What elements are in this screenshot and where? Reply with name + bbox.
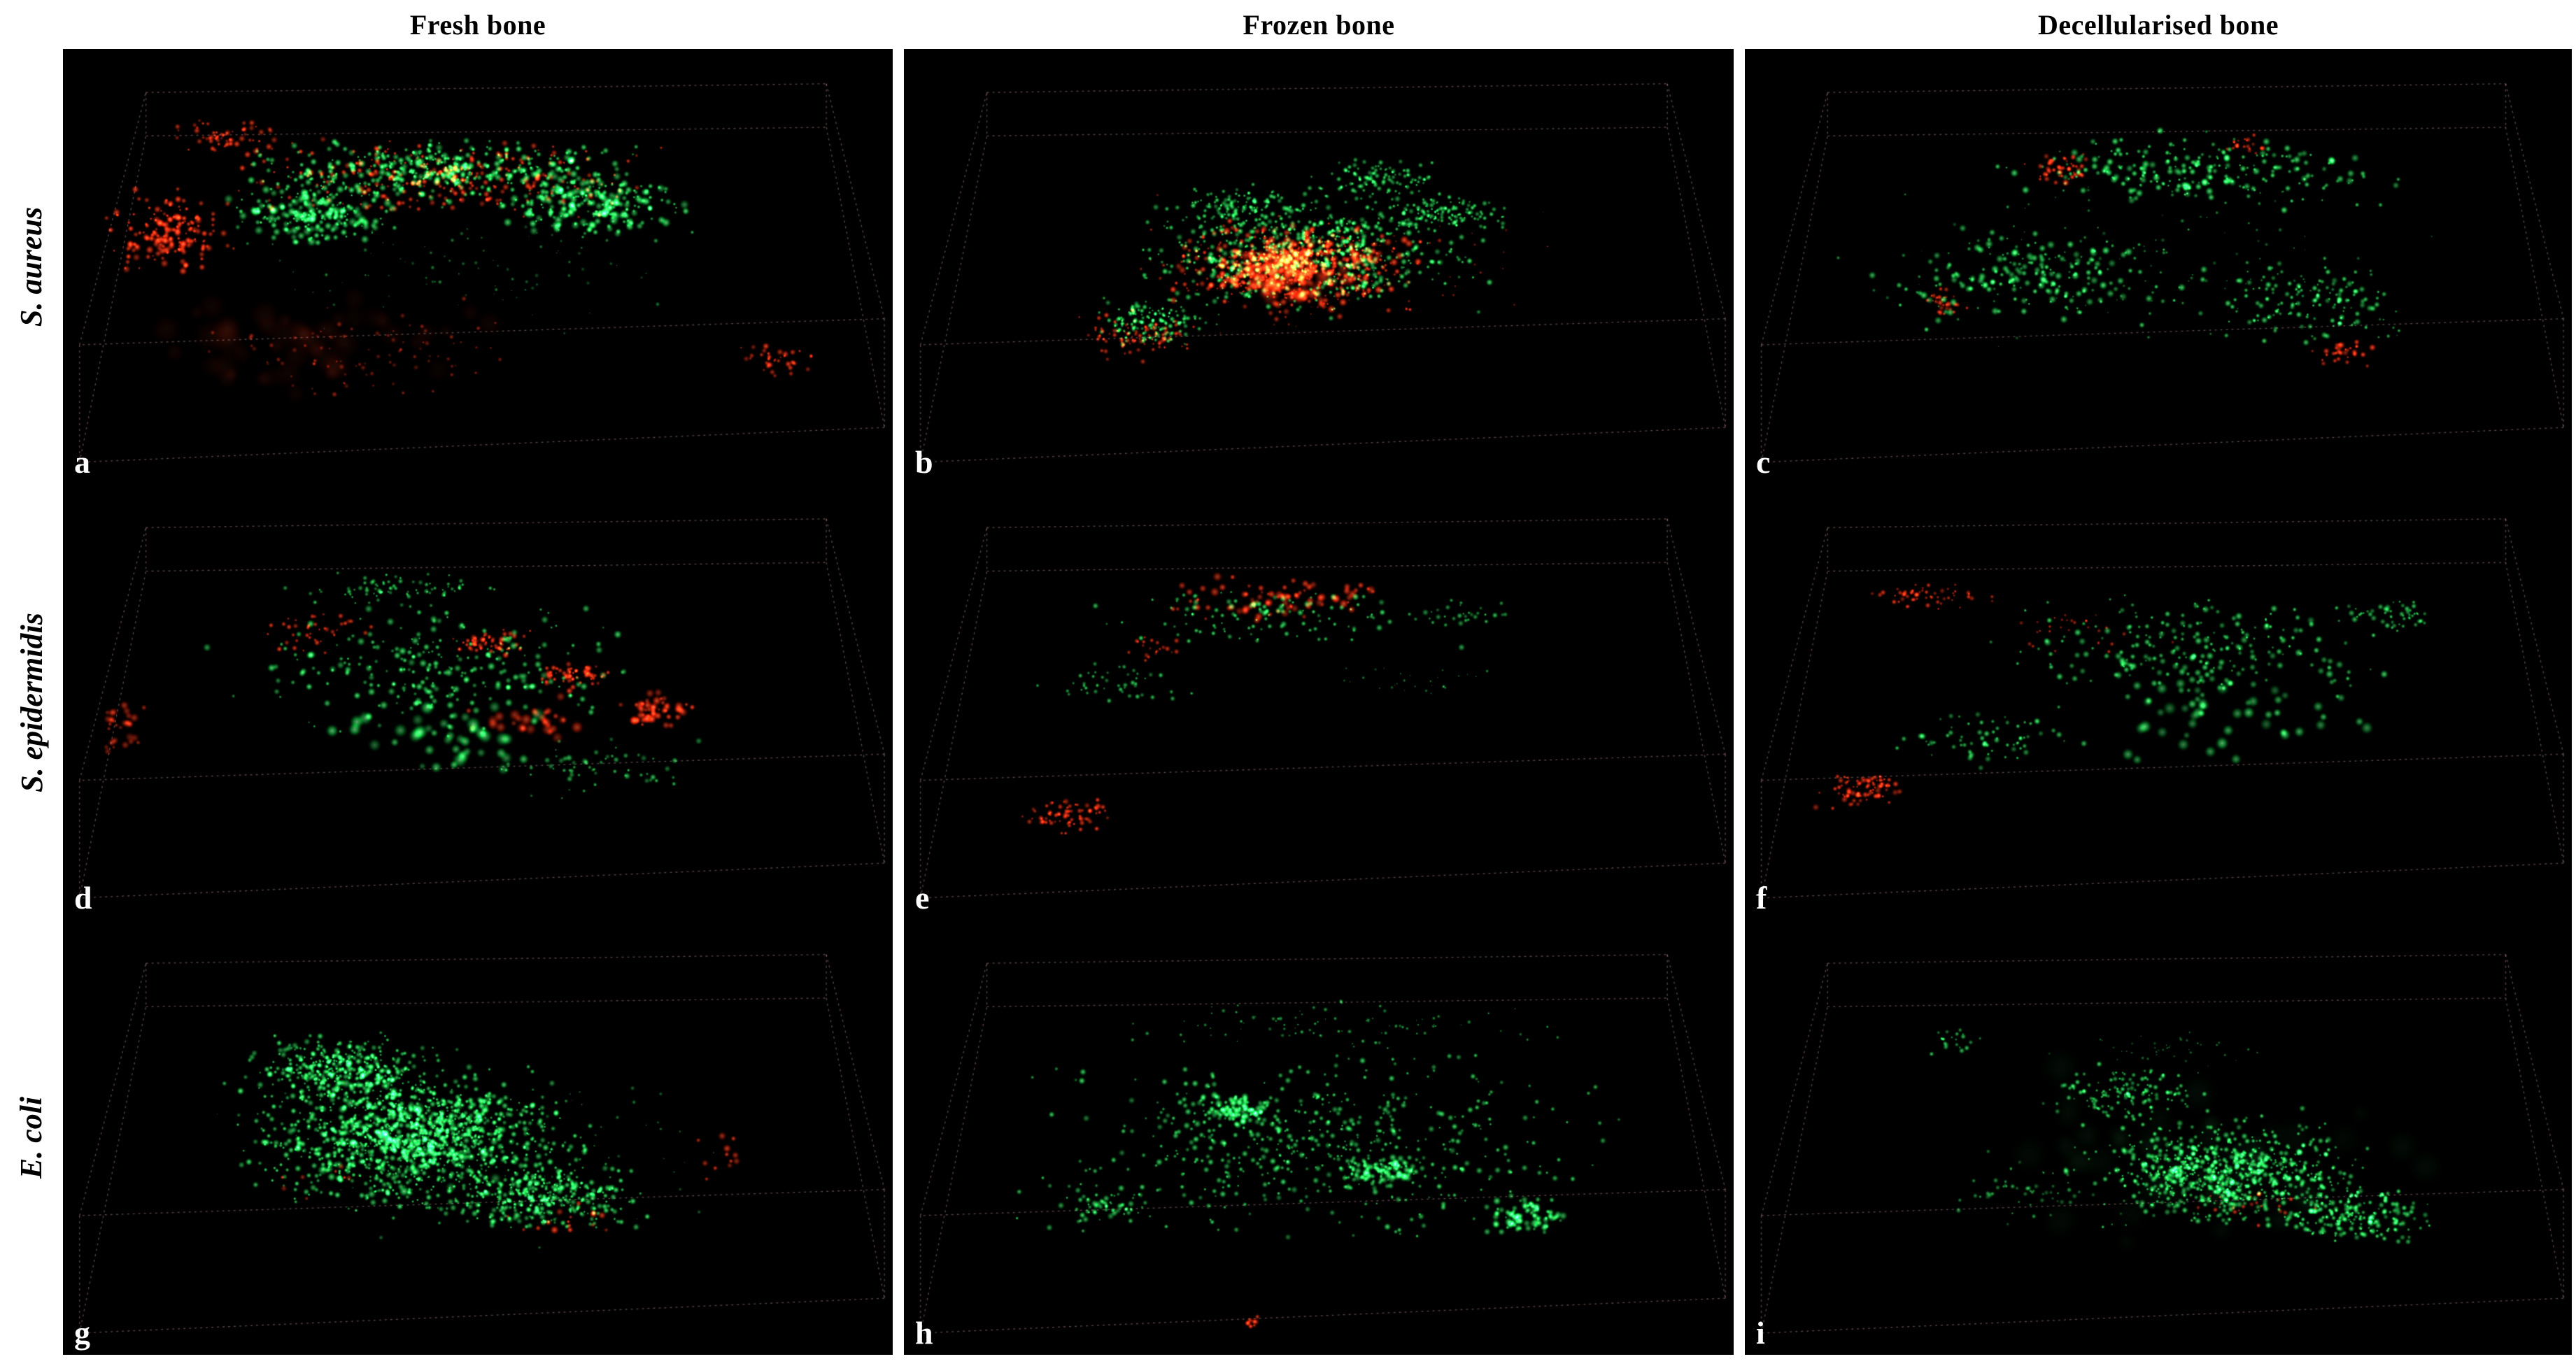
- panel-letter-c: c: [1756, 444, 1771, 481]
- micrograph-b: [904, 49, 1734, 485]
- column-decellularised-bone: c f i: [1745, 49, 2572, 1355]
- row-label-text-s-epidermidis: S. epidermidis: [14, 612, 49, 792]
- panel-letter-b: b: [915, 444, 933, 481]
- row-label-s-epidermidis: S. epidermidis: [0, 485, 63, 920]
- panel-d: d: [63, 484, 893, 920]
- panel-letter-h: h: [915, 1314, 933, 1351]
- bottom-margin-strip: [0, 1355, 2576, 1366]
- micrograph-c: [1745, 49, 2572, 485]
- panel-f: f: [1745, 484, 2572, 920]
- column-header-band: Fresh bone Frozen bone Decellularised bo…: [0, 0, 2576, 49]
- panel-c: c: [1745, 49, 2572, 485]
- micrograph-i: [1745, 919, 2572, 1355]
- micrograph-h: [904, 919, 1734, 1355]
- panel-letter-f: f: [1756, 879, 1767, 916]
- micrograph-d: [63, 484, 893, 920]
- panel-letter-i: i: [1756, 1314, 1765, 1351]
- panel-i: i: [1745, 919, 2572, 1355]
- panel-letter-e: e: [915, 879, 930, 916]
- panel-a: a: [63, 49, 893, 485]
- panel-letter-a: a: [74, 444, 90, 481]
- row-label-text-s-aureus: S. aureus: [14, 206, 49, 327]
- panel-letter-d: d: [74, 879, 92, 916]
- row-label-text-e-coli: E. coli: [14, 1096, 49, 1179]
- panel-h: h: [904, 919, 1734, 1355]
- column-fresh-bone: a d g: [63, 49, 893, 1355]
- row-label-s-aureus: S. aureus: [0, 49, 63, 485]
- panel-g: g: [63, 919, 893, 1355]
- micrograph-f: [1745, 484, 2572, 920]
- row-label-e-coli: E. coli: [0, 920, 63, 1355]
- panel-letter-g: g: [74, 1314, 90, 1351]
- column-header-frozen-bone: Frozen bone: [1243, 9, 1395, 41]
- panel-e: e: [904, 484, 1734, 920]
- micrograph-g: [63, 919, 893, 1355]
- column-header-fresh-bone: Fresh bone: [409, 9, 546, 41]
- column-header-decellularised-bone: Decellularised bone: [2038, 9, 2279, 41]
- panel-b: b: [904, 49, 1734, 485]
- micrograph-e: [904, 484, 1734, 920]
- micrograph-a: [63, 49, 893, 485]
- column-frozen-bone: b e h: [904, 49, 1734, 1355]
